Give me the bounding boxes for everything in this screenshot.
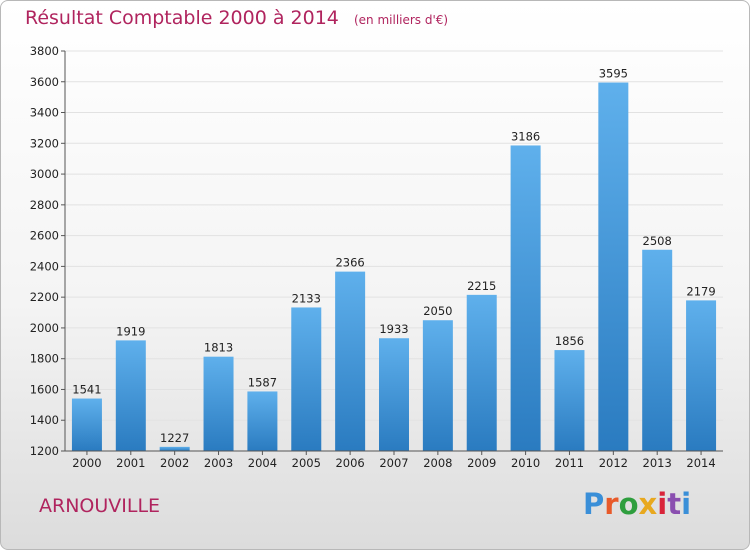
bar-2003	[203, 356, 234, 451]
bar-value-label: 2366	[335, 256, 364, 270]
y-tick-label: 3000	[30, 167, 59, 181]
logo-letter: o	[618, 487, 639, 521]
y-tick-label: 3200	[30, 136, 59, 150]
bar-2002	[159, 446, 190, 451]
bar-2009	[466, 294, 497, 451]
x-tick-label: 2013	[643, 456, 672, 470]
y-tick-label: 2600	[30, 229, 59, 243]
bar-value-label: 1813	[204, 341, 233, 355]
logo-letter: i	[681, 487, 692, 521]
bar-layer	[71, 82, 717, 452]
logo-letter: x	[638, 487, 658, 521]
bar-value-label: 1587	[248, 375, 277, 389]
y-tick-label: 3800	[30, 44, 59, 58]
bar-value-label: 2179	[686, 284, 715, 298]
axis-layer: 1200 1400 1600 1800 2000 2200 2400 2600 2800 3000…	[30, 44, 723, 470]
bar-value-label: 1227	[160, 431, 189, 445]
bar-value-label: 2050	[423, 304, 452, 318]
x-tick-label: 2011	[555, 456, 584, 470]
bar-value-label: 2215	[467, 279, 496, 293]
logo-letter: i	[657, 487, 668, 521]
bar-2000	[71, 398, 102, 451]
bar-value-label: 2508	[643, 234, 672, 248]
bar-2008	[422, 320, 453, 451]
city-name: ARNOUVILLE	[39, 495, 161, 517]
x-tick-label: 2004	[248, 456, 277, 470]
y-tick-label: 1400	[30, 413, 59, 427]
bar-2001	[115, 340, 146, 451]
bar-2006	[335, 271, 366, 451]
x-tick-label: 2007	[379, 456, 408, 470]
bar-value-label: 1541	[72, 383, 101, 397]
y-tick-label: 2400	[30, 259, 59, 273]
logo-letter: t	[667, 487, 682, 521]
bar-value-label: 1856	[555, 334, 584, 348]
bar-value-label: 1919	[116, 324, 145, 338]
bar-2004	[247, 391, 278, 451]
proxiti-logo[interactable]: Proxiti	[583, 487, 691, 521]
logo-letter: r	[604, 487, 619, 521]
y-tick-label: 2800	[30, 198, 59, 212]
chart-subtitle: (en milliers d'€)	[353, 13, 449, 27]
y-tick-label: 2200	[30, 290, 59, 304]
x-tick-label: 2001	[116, 456, 145, 470]
bar-2013	[642, 249, 673, 451]
bar-value-label: 1933	[379, 322, 408, 336]
label-layer: 1541 1919 1227 1813 1587 2133 2366 1933 2050 2215…	[72, 67, 715, 445]
y-tick-label: 2000	[30, 321, 59, 335]
x-tick-label: 2006	[335, 456, 364, 470]
y-tick-label: 3600	[30, 75, 59, 89]
bar-2005	[291, 307, 322, 451]
bar-value-label: 3595	[599, 67, 628, 81]
x-tick-label: 2000	[72, 456, 101, 470]
x-tick-label: 2008	[423, 456, 452, 470]
x-tick-label: 2005	[292, 456, 321, 470]
title-row: Résultat Comptable 2000 à 2014 (en milli…	[25, 7, 448, 29]
x-tick-label: 2009	[467, 456, 496, 470]
y-tick-label: 1800	[30, 352, 59, 366]
bar-value-label: 2133	[292, 291, 321, 305]
y-tick-label: 1600	[30, 382, 59, 396]
y-tick-label: 3400	[30, 106, 59, 120]
x-tick-label: 2010	[511, 456, 540, 470]
chart-title: Résultat Comptable 2000 à 2014	[25, 7, 339, 29]
bar-2010	[510, 145, 541, 451]
bar-2011	[554, 350, 585, 451]
bar-2012	[598, 82, 629, 452]
x-tick-label: 2002	[160, 456, 189, 470]
logo-letter: P	[583, 487, 605, 521]
x-tick-label: 2014	[686, 456, 715, 470]
bar-value-label: 3186	[511, 129, 540, 143]
x-tick-label: 2003	[204, 456, 233, 470]
bar-2007	[379, 338, 409, 451]
bar-2014	[686, 300, 717, 451]
y-tick-label: 1200	[30, 444, 59, 458]
x-tick-label: 2012	[599, 456, 628, 470]
